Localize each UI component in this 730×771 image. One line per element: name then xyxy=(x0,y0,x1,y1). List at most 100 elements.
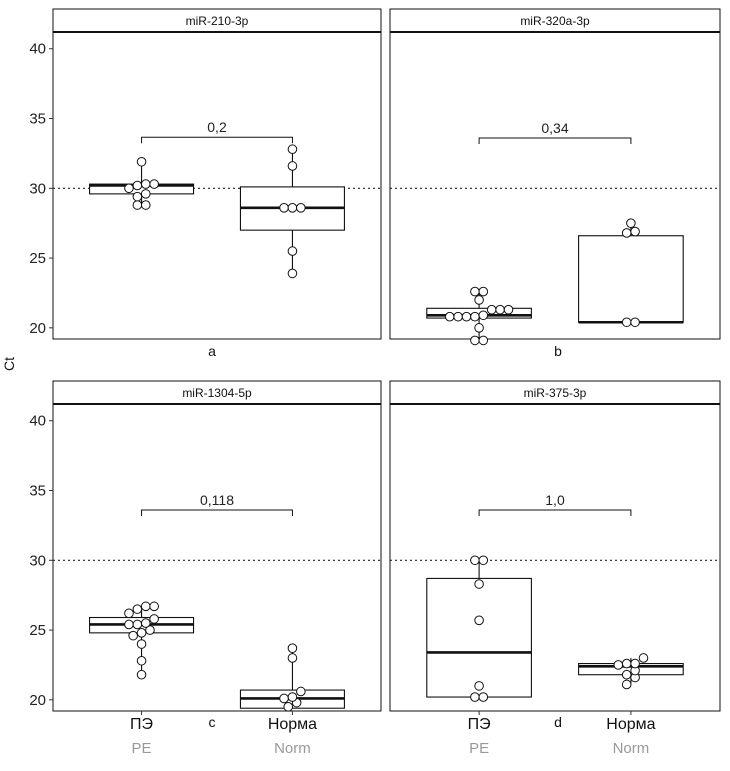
significance-bracket xyxy=(141,136,293,144)
panel-letter: d xyxy=(554,714,562,730)
panel-title: miR-320a-3p xyxy=(520,14,590,28)
data-point xyxy=(296,686,306,697)
data-point xyxy=(124,183,134,194)
panel-title: miR-375-3p xyxy=(524,386,587,400)
data-point xyxy=(630,658,640,669)
data-point xyxy=(136,669,147,680)
data-point xyxy=(140,200,151,210)
data-point xyxy=(287,643,298,654)
p-value-label: 0,2 xyxy=(207,119,227,135)
data-point xyxy=(145,625,155,635)
panel-letter: c xyxy=(209,714,216,730)
x-tick-label-english: Norm xyxy=(613,740,650,757)
data-point xyxy=(283,702,294,712)
data-point xyxy=(470,335,480,346)
data-point xyxy=(478,286,489,297)
data-point xyxy=(461,311,472,322)
x-tick-label: Норма xyxy=(606,716,655,733)
data-point xyxy=(140,179,151,189)
data-point xyxy=(613,660,624,670)
significance-bracket xyxy=(141,509,293,517)
x-tick-label: ПЭ xyxy=(130,716,153,733)
data-point xyxy=(503,304,514,315)
data-point xyxy=(279,203,289,213)
panel-border xyxy=(389,380,721,712)
y-tick-label: 35 xyxy=(29,483,46,500)
data-point xyxy=(149,179,159,189)
data-point xyxy=(621,317,632,328)
x-tick-label: ПЭ xyxy=(468,716,491,733)
p-value-label: 1,0 xyxy=(545,492,565,508)
data-point xyxy=(296,203,306,213)
y-tick-label: 35 xyxy=(29,111,46,128)
panel-title: miR-1304-5p xyxy=(182,386,252,400)
x-tick-label-english: Norm xyxy=(274,740,311,757)
panel-border xyxy=(52,8,382,340)
data-point xyxy=(470,311,480,322)
data-point xyxy=(474,579,484,589)
box xyxy=(426,577,532,698)
data-point xyxy=(136,655,147,666)
data-point xyxy=(140,618,151,628)
data-point xyxy=(287,144,298,155)
data-point xyxy=(124,608,134,619)
data-point xyxy=(453,311,463,322)
data-point xyxy=(470,286,480,297)
data-point xyxy=(132,619,143,630)
data-point xyxy=(621,658,632,669)
data-point xyxy=(136,156,147,167)
data-point xyxy=(621,679,632,690)
data-point xyxy=(132,200,143,210)
y-tick-label: 40 xyxy=(29,413,46,430)
data-point xyxy=(486,304,497,315)
data-point xyxy=(140,189,151,199)
y-tick-label: 25 xyxy=(29,622,46,639)
data-point xyxy=(124,619,134,630)
data-point xyxy=(279,693,289,704)
panel-letter: b xyxy=(554,343,562,359)
p-value-label: 0,34 xyxy=(541,120,568,136)
y-axis-label: Ct xyxy=(1,357,17,371)
x-tick-label: Норма xyxy=(268,716,317,733)
data-point xyxy=(287,268,298,279)
data-point xyxy=(638,653,649,663)
panel-border xyxy=(52,380,382,712)
significance-bracket xyxy=(478,137,632,145)
data-point xyxy=(470,692,480,702)
data-point xyxy=(630,226,640,237)
y-tick-label: 20 xyxy=(29,692,46,709)
data-point xyxy=(478,335,489,346)
data-point xyxy=(478,692,489,702)
data-point xyxy=(132,604,143,614)
data-point xyxy=(136,639,147,649)
data-point xyxy=(149,614,159,624)
data-point xyxy=(287,161,298,171)
data-point xyxy=(136,628,147,638)
y-tick-label: 25 xyxy=(29,250,46,267)
data-point xyxy=(474,323,484,333)
p-value-label: 0,118 xyxy=(200,492,234,508)
data-point xyxy=(474,615,484,626)
data-point xyxy=(478,555,489,566)
data-point xyxy=(495,304,505,315)
data-point xyxy=(128,630,138,641)
y-tick-label: 30 xyxy=(29,552,46,569)
panel-letter: a xyxy=(208,343,216,359)
significance-bracket xyxy=(478,509,632,517)
data-point xyxy=(470,555,480,566)
data-point xyxy=(287,653,298,663)
data-point xyxy=(132,191,143,202)
data-point xyxy=(621,228,632,238)
x-tick-label-english: PE xyxy=(132,740,152,757)
data-point xyxy=(287,203,298,213)
data-point xyxy=(621,669,632,680)
panel-border xyxy=(389,8,721,340)
data-point xyxy=(149,601,159,612)
y-tick-label: 40 xyxy=(29,41,46,58)
y-tick-label: 20 xyxy=(29,320,46,337)
data-point xyxy=(630,317,640,328)
data-point xyxy=(287,692,298,702)
y-tick-label: 30 xyxy=(29,180,46,197)
data-point xyxy=(140,601,151,612)
